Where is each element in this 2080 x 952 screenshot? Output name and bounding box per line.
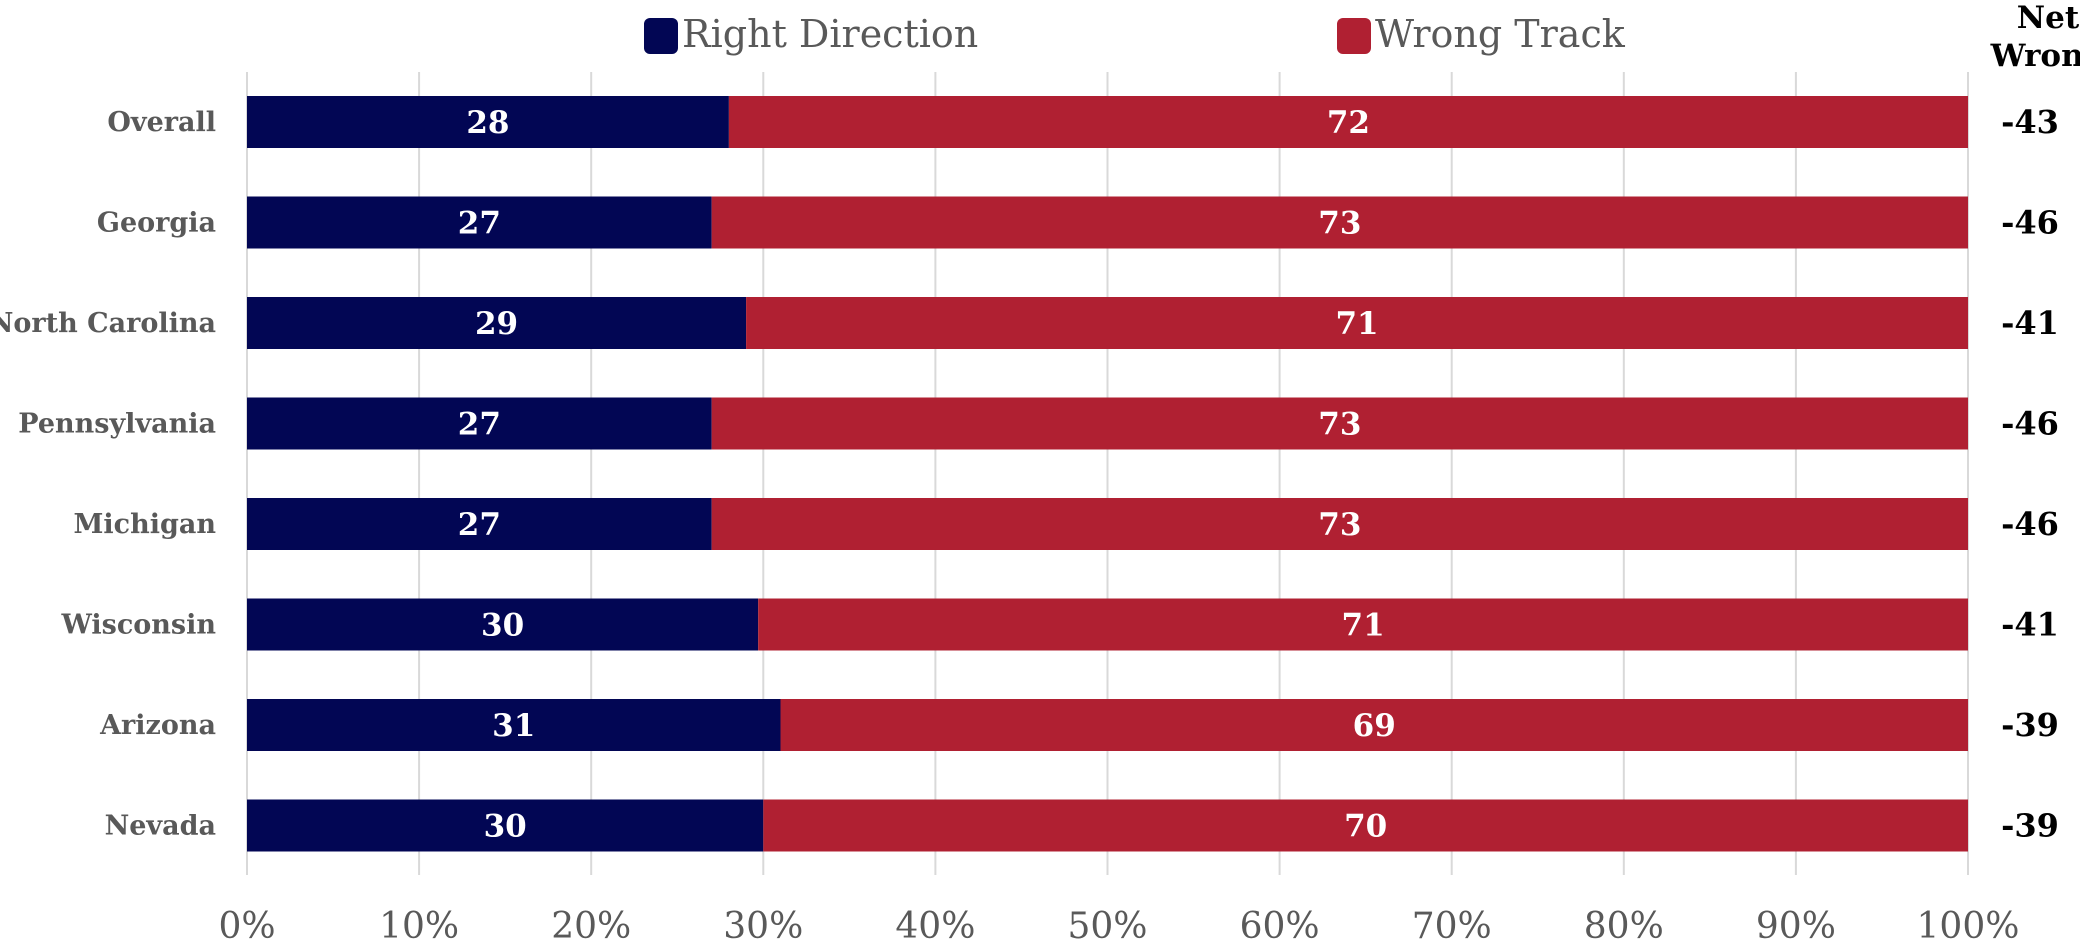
bar-wrong-track (711, 196, 1969, 249)
x-tick-label: 70% (1412, 906, 1492, 947)
data-label-wrong-track: 73 (1318, 507, 1361, 543)
legend-label-wrong-track: Wrong Track (1375, 12, 1626, 56)
x-tick-label: 90% (1756, 906, 1836, 947)
bar-right-direction (247, 498, 712, 550)
data-label-wrong-track: 72 (1327, 105, 1370, 141)
data-label-right-direction: 29 (475, 306, 518, 342)
legend-swatch-right-direction (644, 18, 678, 54)
net-header-line2: Wrong (1990, 38, 2080, 74)
bar-wrong-track (711, 498, 1969, 550)
data-label-wrong-track: 69 (1353, 708, 1396, 744)
bars: 28 72 27 73 29 71 27 73 27 73 30 71 31 69 30 70 (247, 96, 1969, 852)
net-wrong-value: -41 (2001, 304, 2059, 342)
bar-right-direction (247, 397, 712, 450)
net-wrong-value: -46 (2001, 405, 2059, 443)
legend-swatch-wrong-track (1337, 18, 1371, 54)
data-label-right-direction: 27 (458, 407, 501, 443)
x-tick-label: 30% (723, 906, 803, 947)
category-label: Georgia (97, 208, 216, 239)
bar-right-direction (247, 196, 712, 249)
data-label-right-direction: 31 (492, 708, 535, 744)
category-label: Michigan (74, 509, 217, 540)
net-wrong-value: -39 (2001, 706, 2059, 744)
data-label-right-direction: 30 (484, 809, 527, 845)
x-tick-label: 10% (379, 906, 459, 947)
bar-wrong-track (763, 799, 1968, 852)
category-label: Wisconsin (61, 610, 217, 641)
net-wrong-value: -46 (2001, 505, 2059, 543)
data-label-right-direction: 28 (466, 105, 509, 141)
net-wrong-value: -41 (2001, 606, 2059, 644)
x-tick-label: 60% (1240, 906, 1320, 947)
bar-right-direction (247, 96, 729, 148)
data-label-right-direction: 30 (481, 608, 524, 644)
net-header-line1: Net (2017, 0, 2080, 36)
data-label-right-direction: 27 (458, 507, 501, 543)
bar-right-direction (247, 799, 764, 852)
net-wrong-value: -43 (2001, 103, 2059, 141)
x-tick-label: 40% (895, 906, 975, 947)
x-tick-label: 80% (1584, 906, 1664, 947)
bar-wrong-track (758, 598, 1968, 651)
legend-label-right-direction: Right Direction (682, 12, 978, 56)
legend: Right Direction Wrong Track (644, 12, 1626, 56)
category-label: Pennsylvania (18, 409, 216, 440)
data-label-right-direction: 27 (458, 206, 501, 242)
category-label: North Carolina (0, 308, 216, 339)
x-tick-label: 20% (551, 906, 631, 947)
bar-right-direction (247, 297, 747, 349)
category-label: Arizona (99, 710, 216, 741)
net-wrong-value: -46 (2001, 204, 2059, 242)
data-label-wrong-track: 70 (1344, 809, 1387, 845)
net-wrong-value: -39 (2001, 807, 2059, 845)
x-tick-label: 50% (1067, 906, 1147, 947)
category-labels: Overall Georgia North Carolina Pennsylvania… (0, 107, 216, 842)
bar-wrong-track (728, 96, 1968, 148)
gridlines (246, 72, 1969, 875)
x-axis-ticks: 0% 10% 20% 30% 40% 50% 60% 70% 80% 90% 100% (218, 906, 2019, 947)
bar-right-direction (247, 598, 759, 651)
net-wrong-column: Net Wrong -43 -46 -41 -46 -46 -41 -39 -39 (1990, 0, 2080, 845)
x-tick-label: 100% (1917, 906, 2020, 947)
x-tick-label: 0% (218, 906, 275, 947)
data-label-wrong-track: 71 (1342, 608, 1385, 644)
bar-wrong-track (711, 397, 1969, 450)
bar-wrong-track (780, 699, 1968, 751)
bar-right-direction (247, 699, 781, 751)
data-label-wrong-track: 71 (1335, 306, 1378, 342)
category-label: Overall (107, 107, 216, 138)
category-label: Nevada (105, 811, 216, 842)
bar-wrong-track (746, 297, 1968, 349)
data-label-wrong-track: 73 (1318, 407, 1361, 443)
data-label-wrong-track: 73 (1318, 206, 1361, 242)
